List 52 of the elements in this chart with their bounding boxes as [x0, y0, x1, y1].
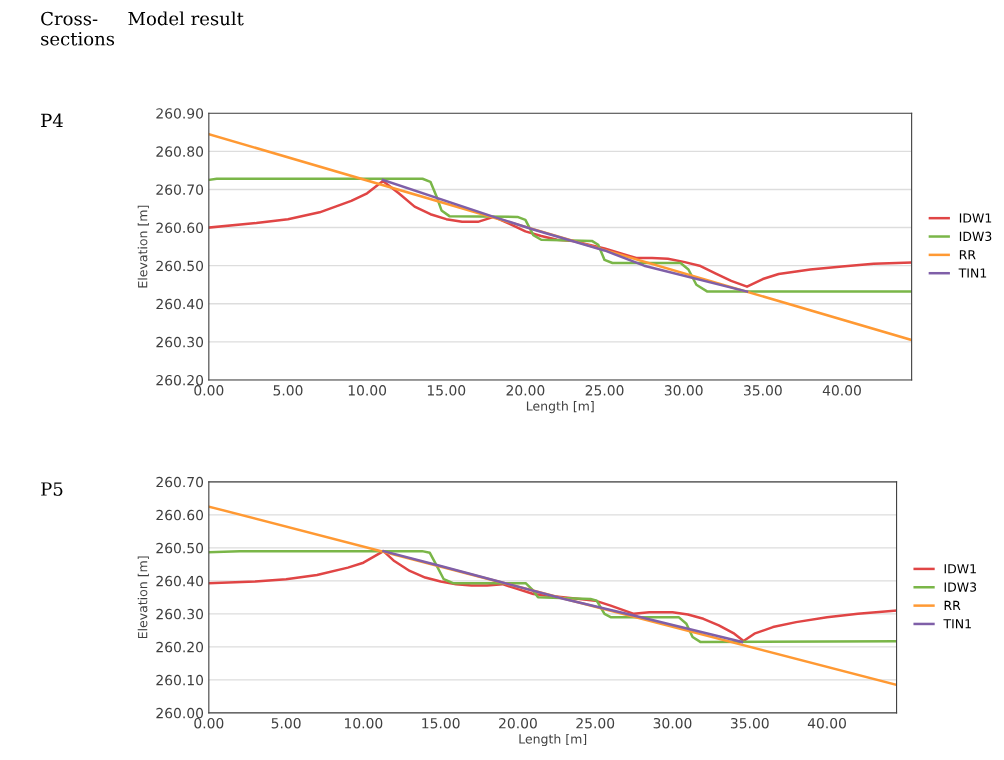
y-axis-title: Elevation [m]: [137, 556, 149, 639]
y-tick-label: 260.30: [156, 336, 204, 348]
y-tick-label: 260.40: [156, 298, 204, 310]
y-tick-label: 260.10: [156, 674, 204, 686]
y-tick-label: 260.50: [156, 542, 204, 554]
y-tick-label: 260.50: [156, 260, 204, 272]
legend-label: IDW1: [959, 213, 992, 223]
x-tick-label: 10.00: [345, 717, 383, 729]
text: P5: [41, 482, 63, 496]
y-tick-label: 260.30: [156, 608, 204, 620]
y-axis-title: Elevation [m]: [137, 205, 149, 288]
y-tick-label: 260.70: [156, 476, 204, 488]
x-tick-label: 35.00: [730, 717, 769, 729]
x-tick-label: 5.00: [271, 717, 301, 729]
x-tick-label: 10.00: [348, 385, 387, 396]
legend-label: IDW1: [944, 564, 976, 574]
legend-label: IDW3: [944, 582, 977, 592]
x-tick-label: 0.00: [194, 717, 224, 729]
x-axis-title: Length [m]: [526, 401, 594, 414]
y-tick-label: 260.00: [156, 707, 204, 719]
x-tick-label: 35.00: [744, 385, 782, 396]
y-tick-label: 260.20: [156, 374, 204, 386]
legend-label: TIN1: [958, 268, 987, 278]
x-tick-label: 15.00: [422, 717, 460, 729]
y-tick-label: 260.80: [156, 146, 204, 157]
x-tick-label: 40.00: [807, 717, 846, 729]
line-series: [382, 549, 744, 644]
x-tick-label: 0.00: [194, 385, 224, 396]
x-tick-label: 25.00: [585, 385, 624, 396]
y-tick-label: 260.70: [156, 184, 204, 195]
x-tick-label: 15.00: [427, 385, 466, 396]
legend-label: RR: [944, 600, 961, 610]
legend-label: RR: [959, 250, 976, 260]
x-tick-label: 30.00: [653, 717, 692, 729]
x-axis-title: Length [m]: [519, 733, 587, 747]
legend-label: TIN1: [943, 619, 971, 629]
y-tick-label: 260.40: [156, 575, 204, 587]
line-series: [381, 178, 749, 293]
legend-label: IDW3: [959, 231, 992, 242]
y-tick-label: 260.20: [156, 641, 204, 653]
x-tick-label: 5.00: [273, 385, 303, 396]
x-tick-label: 20.00: [499, 717, 537, 729]
x-tick-label: 40.00: [822, 385, 861, 396]
x-tick-label: 20.00: [506, 385, 545, 396]
text: Cross- sections: [41, 11, 115, 46]
x-tick-label: 25.00: [576, 717, 615, 729]
y-tick-label: 260.90: [156, 108, 204, 119]
text: Model result: [128, 11, 244, 26]
y-tick-label: 260.60: [156, 222, 204, 234]
x-tick-label: 30.00: [664, 385, 703, 396]
text: P4: [41, 113, 63, 127]
y-tick-label: 260.60: [156, 509, 204, 521]
